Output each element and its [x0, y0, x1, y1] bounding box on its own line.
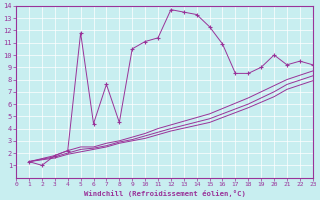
- X-axis label: Windchill (Refroidissement éolien,°C): Windchill (Refroidissement éolien,°C): [84, 190, 245, 197]
